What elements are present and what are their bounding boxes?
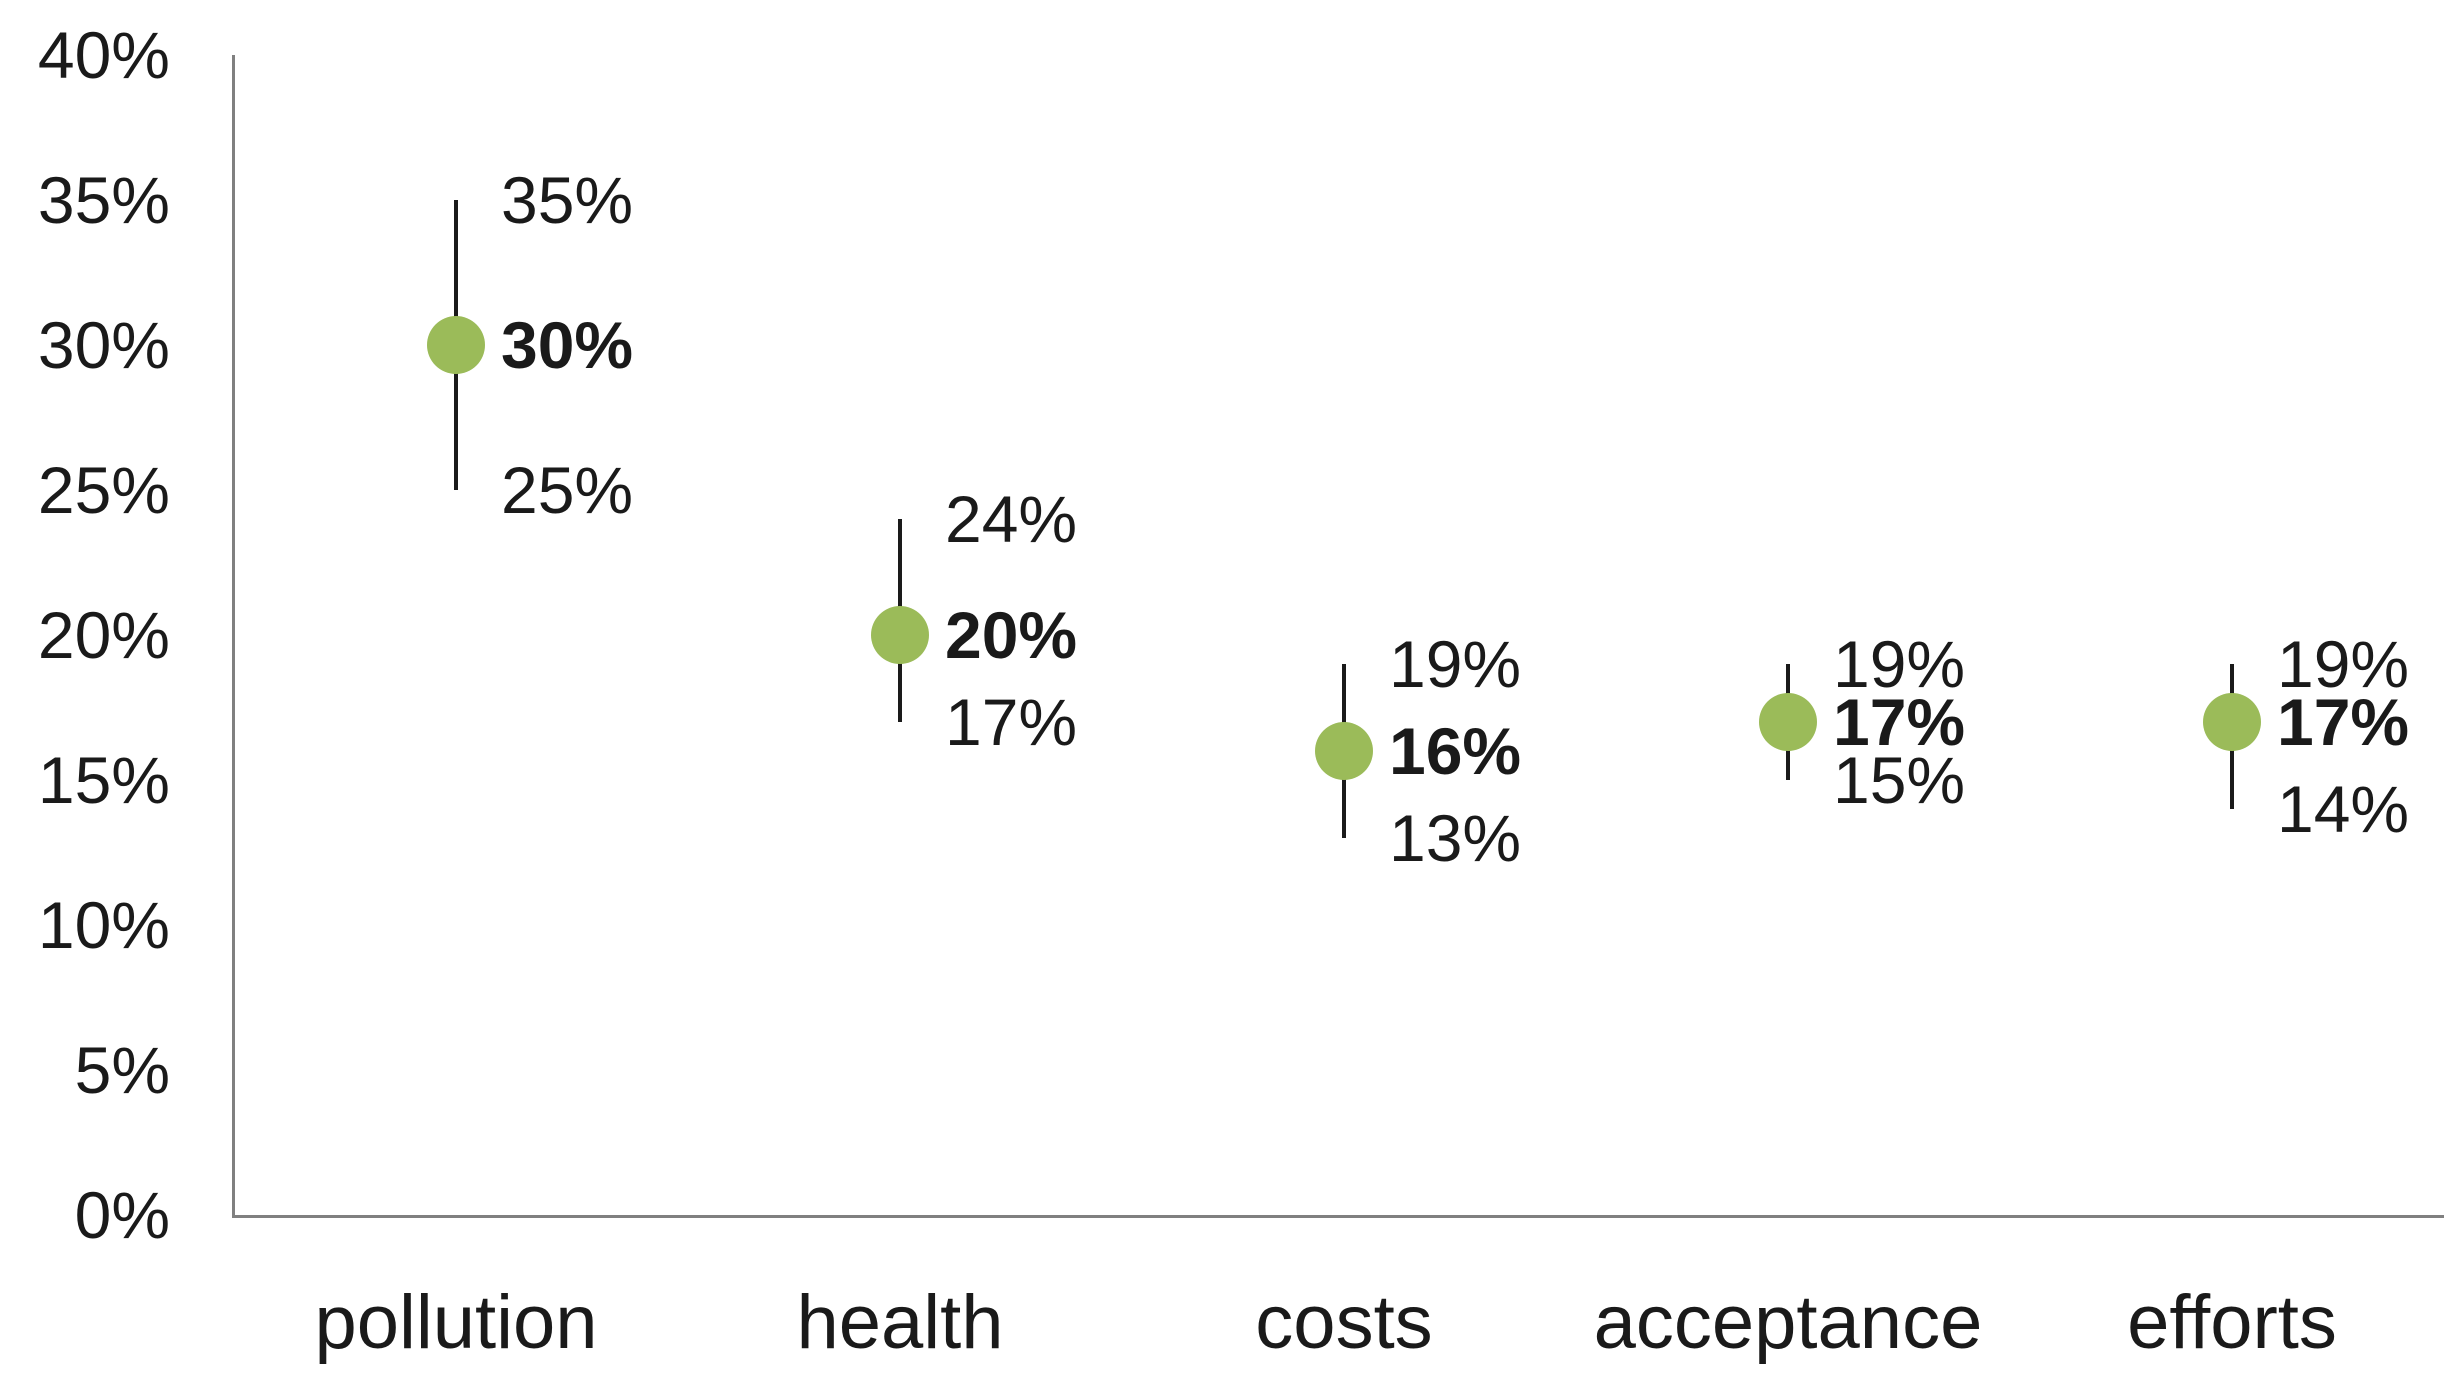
y-axis-tick-label: 5% (74, 1033, 170, 1107)
y-axis-tick-label: 20% (37, 598, 170, 672)
data-point-marker (1759, 693, 1817, 751)
y-axis-line (232, 55, 235, 1218)
data-label-upper: 19% (2277, 627, 2410, 701)
category-label: health (796, 1280, 1004, 1365)
data-label-lower: 13% (1389, 801, 1522, 875)
data-label-value: 16% (1389, 714, 1522, 788)
y-axis-tick-label: 40% (37, 18, 170, 92)
category-label: efforts (2127, 1280, 2337, 1365)
y-axis-tick-label: 35% (37, 163, 170, 237)
data-label-upper: 19% (1833, 627, 1966, 701)
data-point-marker (427, 316, 485, 374)
y-axis-tick-label: 15% (37, 743, 170, 817)
data-label-value: 20% (945, 598, 1078, 672)
data-label-upper: 35% (501, 163, 634, 237)
data-point-marker (2203, 693, 2261, 751)
data-label-lower: 15% (1833, 743, 1966, 817)
data-point-marker (1315, 722, 1373, 780)
data-label-value: 30% (501, 308, 634, 382)
category-label: acceptance (1593, 1280, 1983, 1365)
data-label-lower: 25% (501, 453, 634, 527)
data-label-upper: 24% (945, 482, 1078, 556)
data-label-lower: 17% (945, 685, 1078, 759)
x-axis-line (232, 1215, 2444, 1218)
data-label-upper: 19% (1389, 627, 1522, 701)
y-axis-tick-label: 25% (37, 453, 170, 527)
category-label: costs (1255, 1280, 1433, 1365)
y-axis-tick-label: 30% (37, 308, 170, 382)
y-axis-tick-label: 10% (37, 888, 170, 962)
data-point-marker (871, 606, 929, 664)
data-label-value: 17% (2277, 685, 2410, 759)
data-label-lower: 14% (2277, 772, 2410, 846)
y-axis-tick-label: 0% (74, 1178, 170, 1252)
category-label: pollution (314, 1280, 598, 1365)
data-label-value: 17% (1833, 685, 1966, 759)
